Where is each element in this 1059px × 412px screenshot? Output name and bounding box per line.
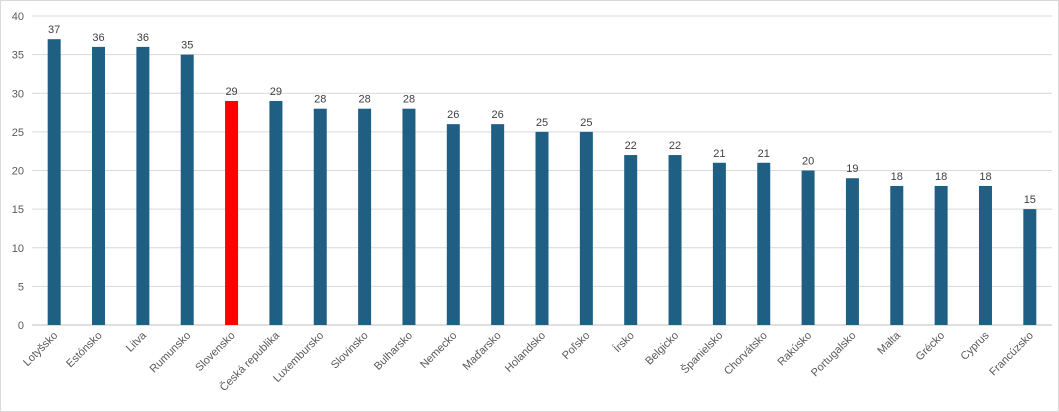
bar (491, 124, 505, 326)
data-label: 29 (225, 86, 237, 98)
x-tick-label: Litva (124, 329, 150, 355)
y-tick-label: 35 (12, 50, 24, 62)
bar (92, 46, 106, 326)
x-tick-label: Lotyšsko (21, 330, 60, 369)
data-label: 20 (802, 156, 814, 168)
bar (535, 131, 549, 325)
x-tick-label: Portugalsko (809, 330, 859, 380)
x-tick-label: Maďarsko (461, 330, 504, 373)
bar (269, 100, 283, 325)
data-label: 19 (846, 163, 858, 175)
x-tick-label: Slovensko (193, 330, 237, 374)
data-label: 21 (713, 148, 725, 160)
x-tick-label: Bulharsko (372, 330, 415, 373)
bar (136, 46, 150, 326)
bar (845, 178, 859, 325)
data-label: 18 (935, 171, 947, 183)
data-label: 22 (625, 140, 637, 152)
x-tick-label: Nemecko (418, 330, 459, 371)
x-tick-label: Malta (875, 329, 903, 357)
data-label: 28 (358, 94, 370, 106)
x-tick-label: Rakúsko (775, 330, 814, 369)
y-tick-label: 10 (12, 243, 24, 255)
bar (757, 162, 771, 325)
x-tick-label: Estónsko (64, 330, 104, 370)
bar (624, 155, 638, 325)
x-tick-label: Rumunsko (148, 330, 194, 376)
bar (180, 54, 194, 325)
x-tick-label: Holandsko (503, 330, 548, 375)
bar (579, 131, 593, 325)
bar (801, 170, 815, 325)
data-label: 18 (891, 171, 903, 183)
y-tick-label: 20 (12, 166, 24, 178)
data-label: 36 (137, 32, 149, 44)
bar (1023, 209, 1037, 325)
bar (402, 108, 416, 325)
y-tick-label: 15 (12, 204, 24, 216)
data-label: 28 (314, 94, 326, 106)
data-label: 26 (447, 109, 459, 121)
y-tick-label: 25 (12, 127, 24, 139)
data-label: 25 (580, 117, 592, 129)
data-label: 37 (48, 24, 60, 36)
x-tick-label: Francúzsko (987, 330, 1036, 379)
x-tick-label: Poľsko (560, 330, 592, 362)
y-tick-label: 40 (12, 11, 24, 23)
x-tick-label: Grécko (914, 330, 948, 364)
bar (712, 162, 726, 325)
data-label: 21 (758, 148, 770, 160)
bar (225, 100, 239, 325)
bar (668, 155, 682, 325)
y-tick-label: 5 (18, 281, 24, 293)
bar (313, 108, 327, 325)
bar (890, 185, 904, 325)
y-axis-tick-labels: 0 5 10 15 20 25 30 35 40 (12, 11, 24, 332)
x-tick-label: Španielsko (678, 329, 725, 376)
y-tick-label: 30 (12, 88, 24, 100)
data-labels: 37 36 36 35 29 29 28 28 28 26 26 25 25 22 22 21 21 20 19 18… (48, 24, 1036, 206)
data-label: 15 (1024, 194, 1036, 206)
data-label: 25 (536, 117, 548, 129)
data-label: 29 (270, 86, 282, 98)
data-label: 28 (403, 94, 415, 106)
bars (47, 39, 1037, 326)
data-label: 18 (979, 171, 991, 183)
x-tick-label: Belgicko (643, 330, 681, 368)
bar (978, 185, 992, 325)
bar (358, 108, 372, 325)
data-label: 26 (492, 109, 504, 121)
bar (47, 39, 61, 326)
data-label: 36 (92, 32, 104, 44)
x-tick-label: Slovinsko (329, 330, 371, 372)
x-tick-label: Chorvátsko (722, 330, 770, 378)
data-label: 35 (181, 40, 193, 52)
x-tick-label: Cyprus (958, 329, 991, 362)
x-tick-label: Írsko (611, 329, 637, 355)
y-tick-label: 0 (18, 320, 24, 332)
data-label: 22 (669, 140, 681, 152)
bar (446, 124, 460, 326)
bar (934, 185, 948, 325)
